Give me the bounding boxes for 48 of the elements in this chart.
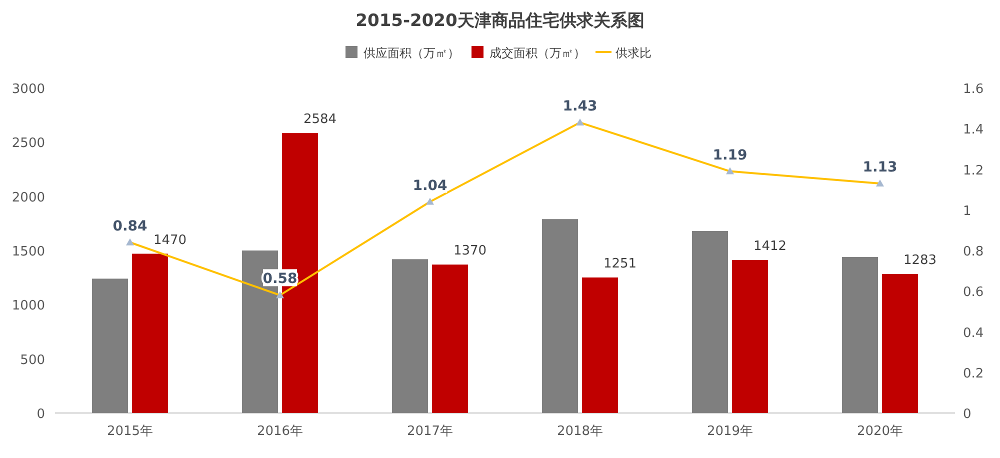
y-tick-label: 2500 <box>12 136 45 152</box>
data-label: 1283 <box>903 253 937 268</box>
y-tick-label: 0 <box>36 407 45 422</box>
bar <box>692 231 728 413</box>
x-tick-label: 2016年 <box>256 424 304 439</box>
data-label: 1.13 <box>862 159 898 176</box>
data-label: 1470 <box>153 232 187 248</box>
data-label: 0.58 <box>262 271 298 288</box>
y2-tick-label: 0.2 <box>963 366 984 382</box>
x-tick-label: 2015年 <box>106 424 154 439</box>
data-label: 1.43 <box>562 98 598 115</box>
y2-tick-label: 1.2 <box>963 163 984 178</box>
y2-tick-label: 1 <box>963 204 972 219</box>
x-tick-label: 2019年 <box>706 424 754 439</box>
data-label: 1370 <box>453 244 487 259</box>
y2-tick-label: 0.6 <box>963 285 984 300</box>
data-label: 1412 <box>753 239 787 254</box>
y-tick-label: 3000 <box>12 82 45 97</box>
chart-title: 2015-2020天津商品住宅供求关系图 <box>356 11 644 31</box>
y-tick-label: 500 <box>20 352 45 368</box>
y2-tick-label: 0 <box>963 407 972 422</box>
x-tick-label: 2018年 <box>556 424 604 439</box>
x-tick-label: 2017年 <box>406 424 454 439</box>
x-tick-label: 2020年 <box>856 424 904 439</box>
legend-label: 供应面积（万㎡） <box>364 46 460 60</box>
legend-label: 成交面积（万㎡） <box>490 46 586 60</box>
y-tick-label: 1500 <box>12 244 45 260</box>
data-label: 1.19 <box>712 147 748 164</box>
bar <box>732 260 768 413</box>
bar <box>842 257 878 413</box>
legend-label: 供求比 <box>616 46 652 60</box>
bar <box>392 259 428 413</box>
data-label: 1.04 <box>412 178 448 194</box>
data-label: 1251 <box>603 256 637 272</box>
y2-tick-label: 0.4 <box>963 326 984 341</box>
y-tick-label: 2000 <box>12 190 45 206</box>
bar <box>132 254 168 413</box>
y-tick-label: 1000 <box>12 298 45 314</box>
data-label: 2584 <box>303 112 337 128</box>
y2-tick-label: 0.8 <box>963 244 984 260</box>
data-label: 0.84 <box>112 218 148 234</box>
bar <box>92 278 128 413</box>
y2-tick-label: 1.4 <box>963 122 984 138</box>
y2-tick-label: 1.6 <box>963 82 984 97</box>
bar <box>542 219 578 413</box>
bar <box>882 274 918 413</box>
bar <box>582 277 618 413</box>
bar <box>432 264 468 413</box>
